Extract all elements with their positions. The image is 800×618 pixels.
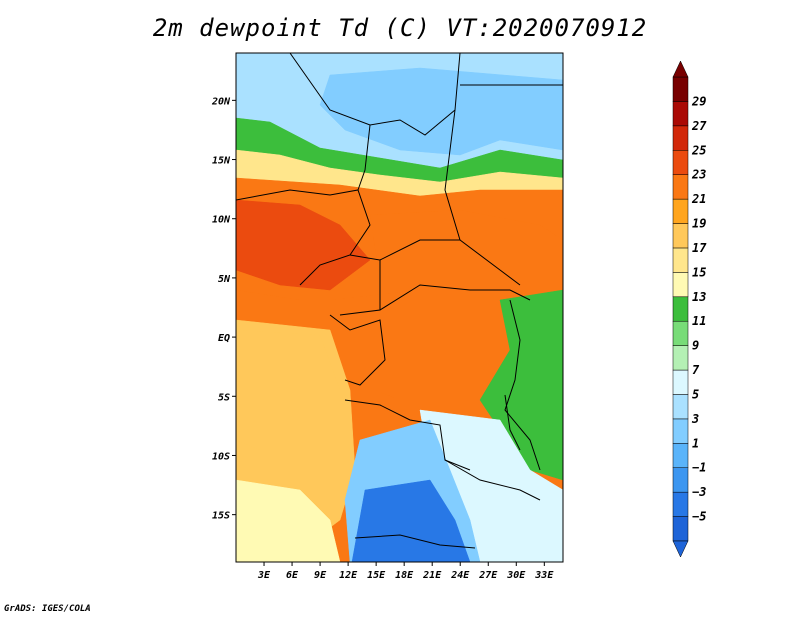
x-tick-label: 9E [314, 570, 327, 581]
colorbar-label: 27 [691, 119, 707, 133]
colorbar-segment [672, 320, 689, 346]
colorbar-segment [672, 443, 689, 468]
colorbar-segment [672, 491, 689, 517]
y-tick-label: 15S [212, 511, 230, 522]
colorbar-label: 1 [692, 436, 699, 450]
map-frame [235, 52, 564, 563]
x-tick-label: 18E [395, 570, 414, 581]
colorbar-label: 9 [692, 339, 699, 353]
colorbar-segment [672, 150, 689, 175]
region-car-south-sudan [369, 209, 563, 301]
dewpoint-field [236, 53, 563, 562]
colorbar-label: 29 [691, 94, 706, 108]
y-tick-label: 5N [218, 274, 231, 285]
border-east-africa [504, 299, 541, 471]
colorbar-label: 25 [691, 143, 706, 157]
colorbar-segment [672, 101, 689, 127]
x-tick-label: 12E [339, 570, 358, 581]
y-tick-label: 20N [211, 96, 231, 107]
colorbar-label: −1 [692, 461, 706, 475]
map-axes: 3E 6E 9E 12E 15E 18E 21E 24E 27E 30E 33E 20N 15N 10N 5… [211, 96, 554, 581]
colorbar-segment [672, 223, 689, 249]
border-niger-chad [357, 124, 371, 191]
border-drc-north [379, 284, 531, 311]
border-drc-angola [344, 399, 471, 471]
colorbar-segment [672, 76, 689, 102]
x-tick-label: 30E [506, 570, 526, 581]
border-lake-tanganyika [504, 394, 521, 451]
colorbar-label: 23 [691, 168, 706, 182]
grads-credit: GrADS: IGES/COLA [4, 604, 91, 614]
y-tick-label: 5S [218, 392, 230, 403]
colorbar-segment [672, 272, 689, 298]
x-tick-label: 27E [478, 570, 498, 581]
colorbar-segment [672, 198, 689, 224]
x-tick-label: 21E [422, 570, 442, 581]
chart-title: 2m dewpoint Td (C) VT:2020070912 [152, 14, 648, 42]
colorbar-label: 21 [691, 192, 706, 206]
region-gulf-coast [236, 199, 371, 291]
y-tick-label: 15N [212, 156, 231, 167]
y-tick-label: 10S [212, 451, 230, 462]
y-tick-label: 10N [212, 215, 231, 226]
colorbar-label: 19 [692, 217, 706, 231]
x-tick-label: 3E [257, 570, 271, 581]
x-tick-label: 6E [286, 570, 299, 581]
border-gabon-congo [329, 314, 386, 386]
region-atlantic-warm [236, 329, 346, 471]
colorbar-label: −3 [692, 485, 706, 499]
region-atlantic-pale [236, 479, 341, 562]
colorbar-segment [672, 345, 689, 371]
y-tick-label: EQ [218, 333, 230, 344]
x-tick-label: 15E [367, 570, 386, 581]
region-sahara-blue-core [319, 67, 563, 156]
border-angola-namibia [354, 534, 476, 549]
colorbar-label: 5 [692, 387, 699, 401]
colorbar-segment [672, 296, 689, 322]
colorbar-label: 13 [692, 290, 706, 304]
colorbar-label: 17 [692, 241, 707, 255]
colorbar-label: −5 [692, 510, 706, 524]
colorbar-label: 11 [692, 314, 706, 328]
x-tick-label: 24E [450, 570, 470, 581]
x-tick-label: 33E [534, 570, 554, 581]
border-nigeria [236, 189, 371, 286]
colorbar-label: 7 [692, 363, 700, 377]
border-cameroon-car [339, 254, 381, 316]
colorbar-segment [672, 174, 689, 200]
colorbar-segment [672, 418, 689, 444]
border-zambia [444, 459, 541, 501]
colorbar-top-arrow [672, 60, 689, 78]
colorbar: 29 27 25 23 21 19 17 15 13 11 9 7 5 3 1 −1 −3 −5 [672, 60, 707, 558]
colorbar-bottom-arrow [672, 540, 689, 558]
country-borders [236, 53, 563, 549]
colorbar-label: 3 [691, 412, 699, 426]
colorbar-segment [672, 394, 689, 420]
colorbar-segment [672, 247, 689, 273]
region-angola-deep [351, 479, 471, 562]
colorbar-label: 15 [692, 265, 706, 279]
colorbar-segment [672, 516, 689, 542]
colorbar-segment [672, 369, 689, 395]
border-chad-sudan [444, 109, 461, 241]
border-car-south-sudan [379, 239, 521, 286]
colorbar-segment [672, 467, 689, 493]
colorbar-segment [672, 125, 689, 151]
